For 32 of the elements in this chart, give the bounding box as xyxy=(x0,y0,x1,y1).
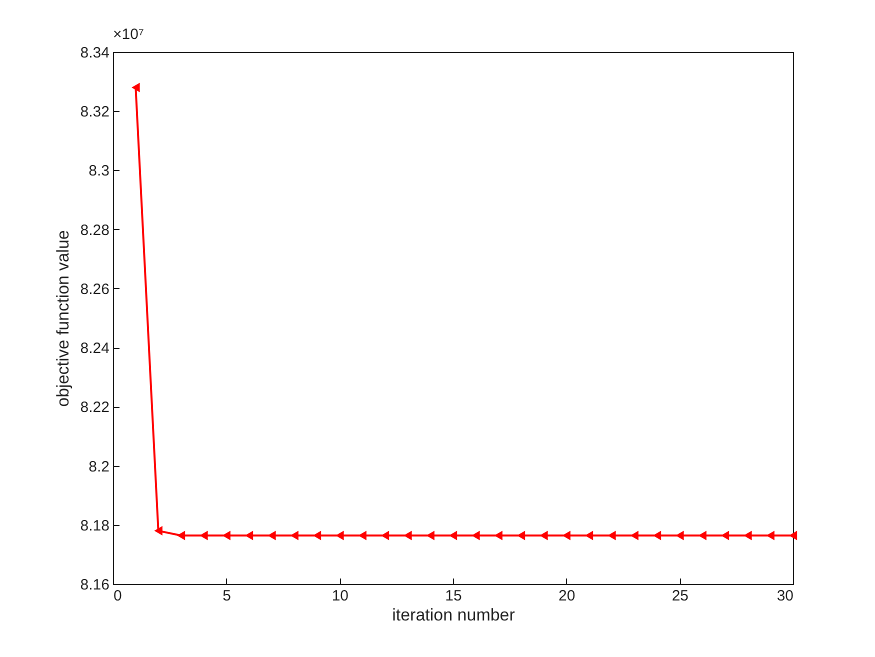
point xyxy=(176,530,186,540)
point xyxy=(608,530,616,540)
point xyxy=(676,530,684,540)
point xyxy=(132,82,140,92)
y-tick-label: 8.22 xyxy=(80,399,110,416)
point xyxy=(472,530,480,540)
x-tick-label: 20 xyxy=(558,588,576,604)
point xyxy=(268,530,276,540)
y-tick-label: 8.16 xyxy=(80,576,110,594)
x-tick-label: 10 xyxy=(332,588,349,604)
y-tick-label: 8.24 xyxy=(80,340,110,358)
x-tick-label: 25 xyxy=(672,588,689,604)
point xyxy=(404,530,412,540)
point xyxy=(154,526,162,536)
text: ×10⁷ xyxy=(113,26,144,43)
y-tick-label: 8.28 xyxy=(80,222,110,239)
x-tick-label: 15 xyxy=(445,588,462,604)
point xyxy=(540,530,548,540)
point xyxy=(744,530,752,540)
point xyxy=(200,530,208,540)
x-tick-label: 30 xyxy=(776,588,794,604)
y-tick-label: 8.32 xyxy=(80,104,110,121)
point xyxy=(336,530,344,540)
x-axis-title: iteration number xyxy=(392,606,516,624)
x-tick-label: 0 xyxy=(114,588,122,604)
x-tick-label: 5 xyxy=(222,588,232,604)
y-tick-label: 8.26 xyxy=(80,280,110,298)
y-tick-label: 8.2 xyxy=(88,458,110,476)
y-tick-label: 8.18 xyxy=(80,517,110,534)
y-tick-label: 8.3 xyxy=(88,162,110,180)
y-axis-title: objective function value xyxy=(53,230,72,407)
y-tick-label: 8.34 xyxy=(80,44,110,62)
